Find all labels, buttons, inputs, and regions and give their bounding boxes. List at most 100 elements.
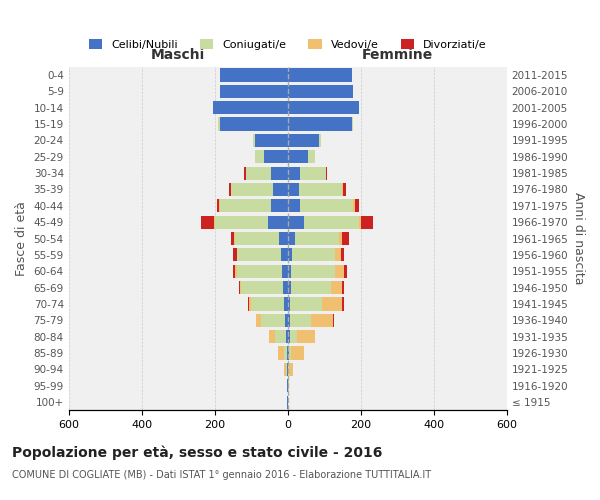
Bar [286, 330, 287, 343]
Bar [239, 281, 241, 294]
Bar [285, 314, 287, 327]
Bar [273, 183, 287, 196]
Bar [287, 183, 299, 196]
Bar [287, 232, 295, 245]
Bar [233, 264, 235, 278]
Bar [290, 298, 322, 310]
Bar [287, 363, 289, 376]
Bar [238, 248, 281, 262]
Bar [287, 216, 304, 228]
Bar [231, 183, 273, 196]
Bar [335, 264, 344, 278]
Bar [287, 150, 308, 164]
Bar [248, 298, 250, 310]
Bar [220, 200, 271, 212]
Bar [290, 314, 311, 327]
Bar [343, 183, 346, 196]
Legend: Celibi/Nubili, Coniugati/e, Vedovi/e, Divorziati/e: Celibi/Nubili, Coniugati/e, Vedovi/e, Di… [85, 34, 491, 54]
Bar [255, 134, 287, 147]
Bar [286, 363, 287, 376]
Bar [335, 248, 341, 262]
Bar [319, 134, 320, 147]
Bar [289, 346, 291, 360]
Bar [301, 200, 353, 212]
Bar [352, 118, 353, 130]
Y-axis label: Anni di nascita: Anni di nascita [572, 192, 585, 285]
Bar [278, 232, 287, 245]
Text: Maschi: Maschi [151, 48, 205, 62]
Bar [353, 200, 355, 212]
Bar [261, 314, 285, 327]
Bar [290, 281, 331, 294]
Bar [215, 216, 268, 228]
Bar [288, 379, 289, 392]
Bar [275, 330, 286, 343]
Bar [250, 298, 251, 310]
Bar [264, 150, 287, 164]
Bar [361, 216, 373, 228]
Bar [236, 248, 238, 262]
Bar [301, 166, 326, 179]
Bar [295, 232, 339, 245]
Bar [287, 118, 352, 130]
Bar [220, 68, 287, 82]
Bar [218, 118, 220, 130]
Bar [231, 232, 234, 245]
Bar [283, 281, 287, 294]
Bar [287, 330, 290, 343]
Text: Femmine: Femmine [362, 48, 433, 62]
Bar [322, 298, 343, 310]
Bar [234, 232, 235, 245]
Bar [287, 264, 292, 278]
Bar [290, 330, 297, 343]
Bar [343, 298, 344, 310]
Bar [235, 232, 278, 245]
Bar [255, 150, 264, 164]
Text: Popolazione per età, sesso e stato civile - 2016: Popolazione per età, sesso e stato civil… [12, 446, 382, 460]
Text: COMUNE DI COGLIATE (MB) - Dati ISTAT 1° gennaio 2016 - Elaborazione TUTTITALIA.I: COMUNE DI COGLIATE (MB) - Dati ISTAT 1° … [12, 470, 431, 480]
Bar [326, 166, 327, 179]
Bar [292, 248, 335, 262]
Bar [246, 166, 271, 179]
Bar [287, 248, 292, 262]
Bar [214, 216, 215, 228]
Bar [284, 363, 286, 376]
Bar [339, 232, 343, 245]
Bar [229, 183, 231, 196]
Bar [287, 166, 301, 179]
Bar [287, 134, 319, 147]
Bar [284, 346, 287, 360]
Bar [256, 314, 261, 327]
Bar [311, 314, 334, 327]
Bar [287, 68, 352, 82]
Bar [287, 101, 359, 114]
Bar [289, 363, 293, 376]
Bar [343, 232, 349, 245]
Bar [271, 200, 287, 212]
Bar [235, 264, 236, 278]
Bar [251, 298, 284, 310]
Bar [213, 101, 287, 114]
Bar [282, 264, 287, 278]
Bar [284, 298, 287, 310]
Bar [308, 150, 315, 164]
Bar [331, 281, 342, 294]
Bar [241, 281, 283, 294]
Bar [287, 298, 290, 310]
Bar [244, 166, 246, 179]
Bar [269, 330, 275, 343]
Bar [278, 346, 284, 360]
Bar [281, 248, 287, 262]
Bar [344, 264, 347, 278]
Bar [220, 118, 287, 130]
Bar [359, 216, 361, 228]
Bar [287, 314, 290, 327]
Bar [299, 183, 343, 196]
Bar [342, 281, 344, 294]
Bar [268, 216, 287, 228]
Bar [253, 134, 255, 147]
Bar [287, 85, 353, 98]
Bar [355, 200, 359, 212]
Bar [236, 264, 282, 278]
Bar [233, 248, 236, 262]
